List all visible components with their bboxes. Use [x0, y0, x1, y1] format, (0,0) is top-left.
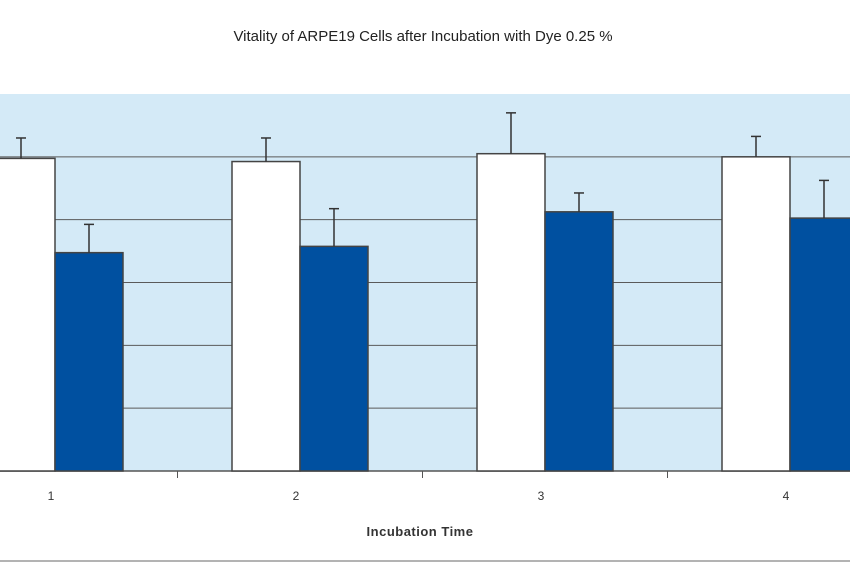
x-tick-label-4: 4 [783, 489, 790, 503]
x-tick-label-3: 3 [538, 489, 545, 503]
chart-title: Vitality of ARPE19 Cells after Incubatio… [233, 28, 612, 45]
plot-area: 1 2 3 4 [0, 94, 850, 562]
bar-series2-cat3 [544, 211, 614, 472]
bar-series1-cat1 [0, 157, 56, 472]
bar-series1-cat2 [231, 160, 301, 472]
bar-series2-cat2 [299, 245, 369, 472]
bar-series1-cat3 [476, 152, 546, 472]
x-tick-label-1: 1 [48, 489, 55, 503]
bar-series2-cat1 [54, 251, 124, 472]
x-tick-label-2: 2 [293, 489, 300, 503]
bar-series2-cat4 [789, 217, 850, 472]
bar-series1-cat4 [721, 156, 791, 472]
x-axis-title: Incubation Time [367, 524, 474, 539]
